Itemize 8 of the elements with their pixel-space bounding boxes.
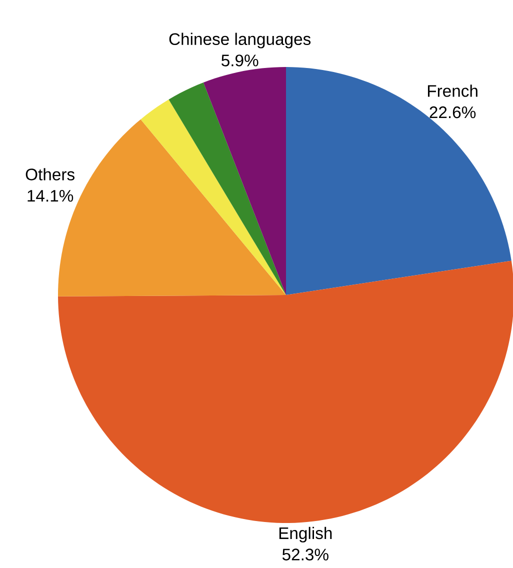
- slice-label: English: [279, 526, 332, 542]
- data-label: 22.6%: [430, 106, 476, 118]
- slice-label: Others: [26, 168, 74, 180]
- slice-label: French: [428, 84, 478, 97]
- data-label: 5.9%: [222, 54, 258, 66]
- data-label: 14.1%: [28, 190, 74, 202]
- slice-label: Chinese languages: [169, 32, 311, 48]
- data-label: 52.3%: [282, 548, 328, 560]
